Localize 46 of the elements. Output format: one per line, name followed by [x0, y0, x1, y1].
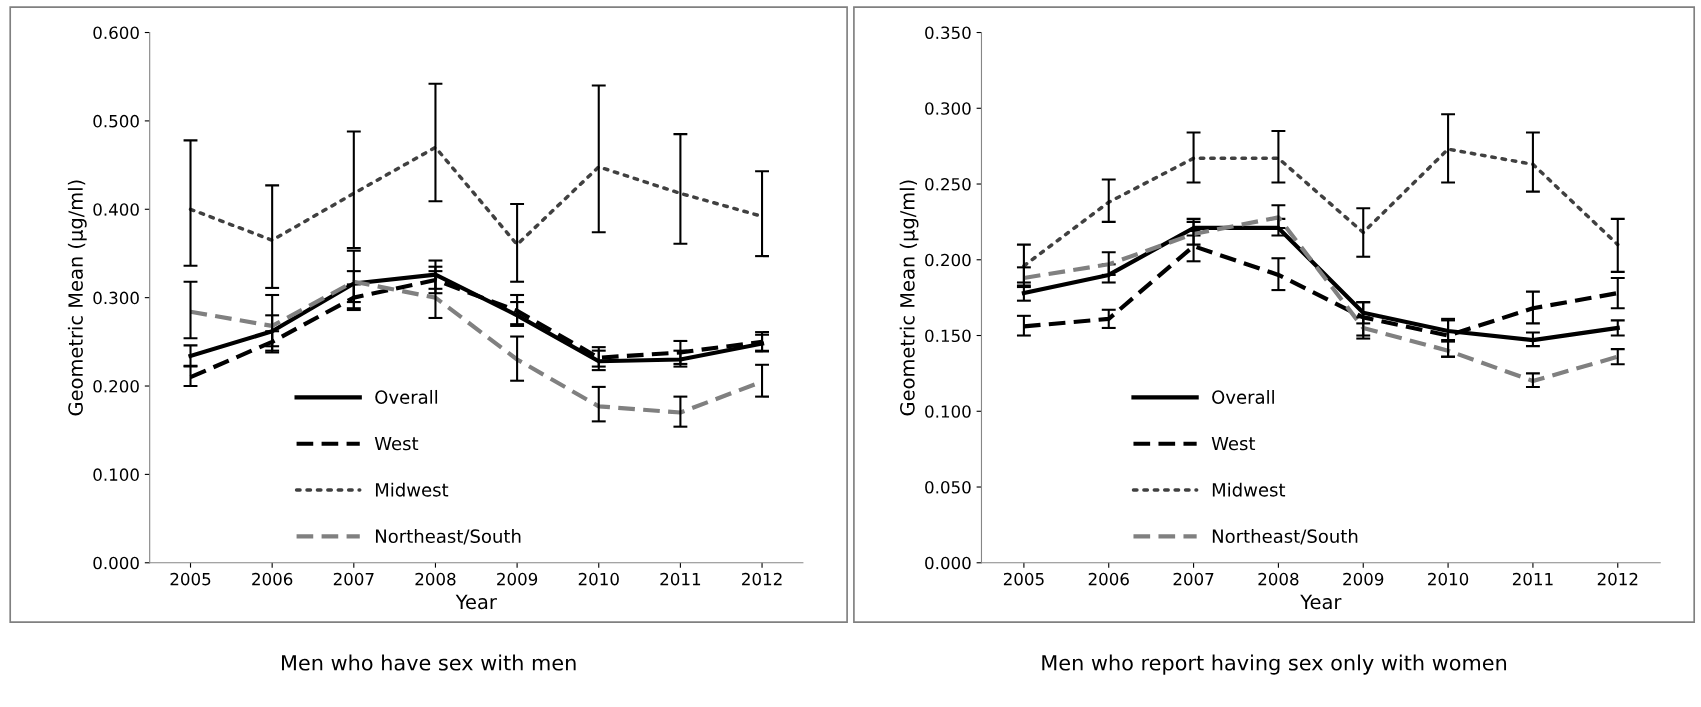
x-tick-label: 2006: [252, 572, 293, 586]
y-tick-label: 0.000: [93, 556, 139, 570]
legend-label: Midwest: [375, 482, 449, 497]
y-tick-label: 0.150: [925, 329, 971, 343]
x-tick-label: 2012: [1597, 572, 1638, 586]
legend-label: Northeast/South: [375, 529, 521, 545]
y-tick-label: 0.100: [93, 468, 139, 481]
legend-label: Midwest: [1212, 482, 1286, 497]
x-tick-label: 2011: [1512, 572, 1553, 586]
text: Men who report having sex only with women: [1042, 654, 1507, 675]
legend-label: Overall: [1212, 389, 1274, 404]
y-tick-label: 0.250: [925, 177, 971, 191]
x-tick-label: 2007: [333, 572, 374, 586]
x-axis-title: Year: [1300, 594, 1342, 610]
line-series: [1022, 147, 1620, 268]
y-tick-label: 0.300: [925, 102, 971, 115]
x-tick-label: 2006: [1088, 572, 1129, 586]
legend-label: Northeast/South: [1212, 529, 1358, 545]
y-tick-label: 0.400: [93, 203, 139, 216]
y-tick-label: 0.200: [925, 253, 971, 267]
x-tick-label: 2008: [1258, 572, 1299, 586]
x-tick-label: 2005: [1003, 572, 1044, 586]
y-axis-title: Geometric Mean (µg/ml): [67, 180, 87, 416]
x-tick-label: 2008: [415, 572, 456, 586]
x-tick-label: 2009: [497, 572, 538, 586]
x-tick-label: 2005: [170, 572, 211, 586]
y-tick-label: 0.300: [93, 291, 139, 305]
x-tick-label: 2009: [1343, 572, 1384, 586]
x-axis-title: Year: [455, 594, 497, 610]
y-tick-label: 0.000: [925, 556, 971, 570]
y-tick-label: 0.500: [93, 114, 139, 128]
x-tick-label: 2012: [742, 572, 782, 586]
x-tick-label: 2010: [1428, 572, 1469, 586]
x-tick-label: 2011: [660, 572, 701, 586]
x-tick-label: 2010: [578, 572, 619, 586]
text: Men who have sex with men: [282, 654, 576, 671]
y-tick-label: 0.050: [925, 480, 971, 494]
legend-label: West: [374, 436, 419, 451]
y-tick-label: 0.600: [93, 26, 139, 40]
x-tick-label: 2007: [1173, 572, 1214, 586]
y-tick-label: 0.350: [925, 26, 971, 40]
y-tick-label: 0.200: [93, 379, 139, 393]
y-axis-title: Geometric Mean (µg/ml): [899, 180, 919, 416]
legend-label: Overall: [375, 389, 438, 404]
y-tick-label: 0.100: [925, 405, 971, 418]
legend-label: West: [1211, 436, 1256, 451]
